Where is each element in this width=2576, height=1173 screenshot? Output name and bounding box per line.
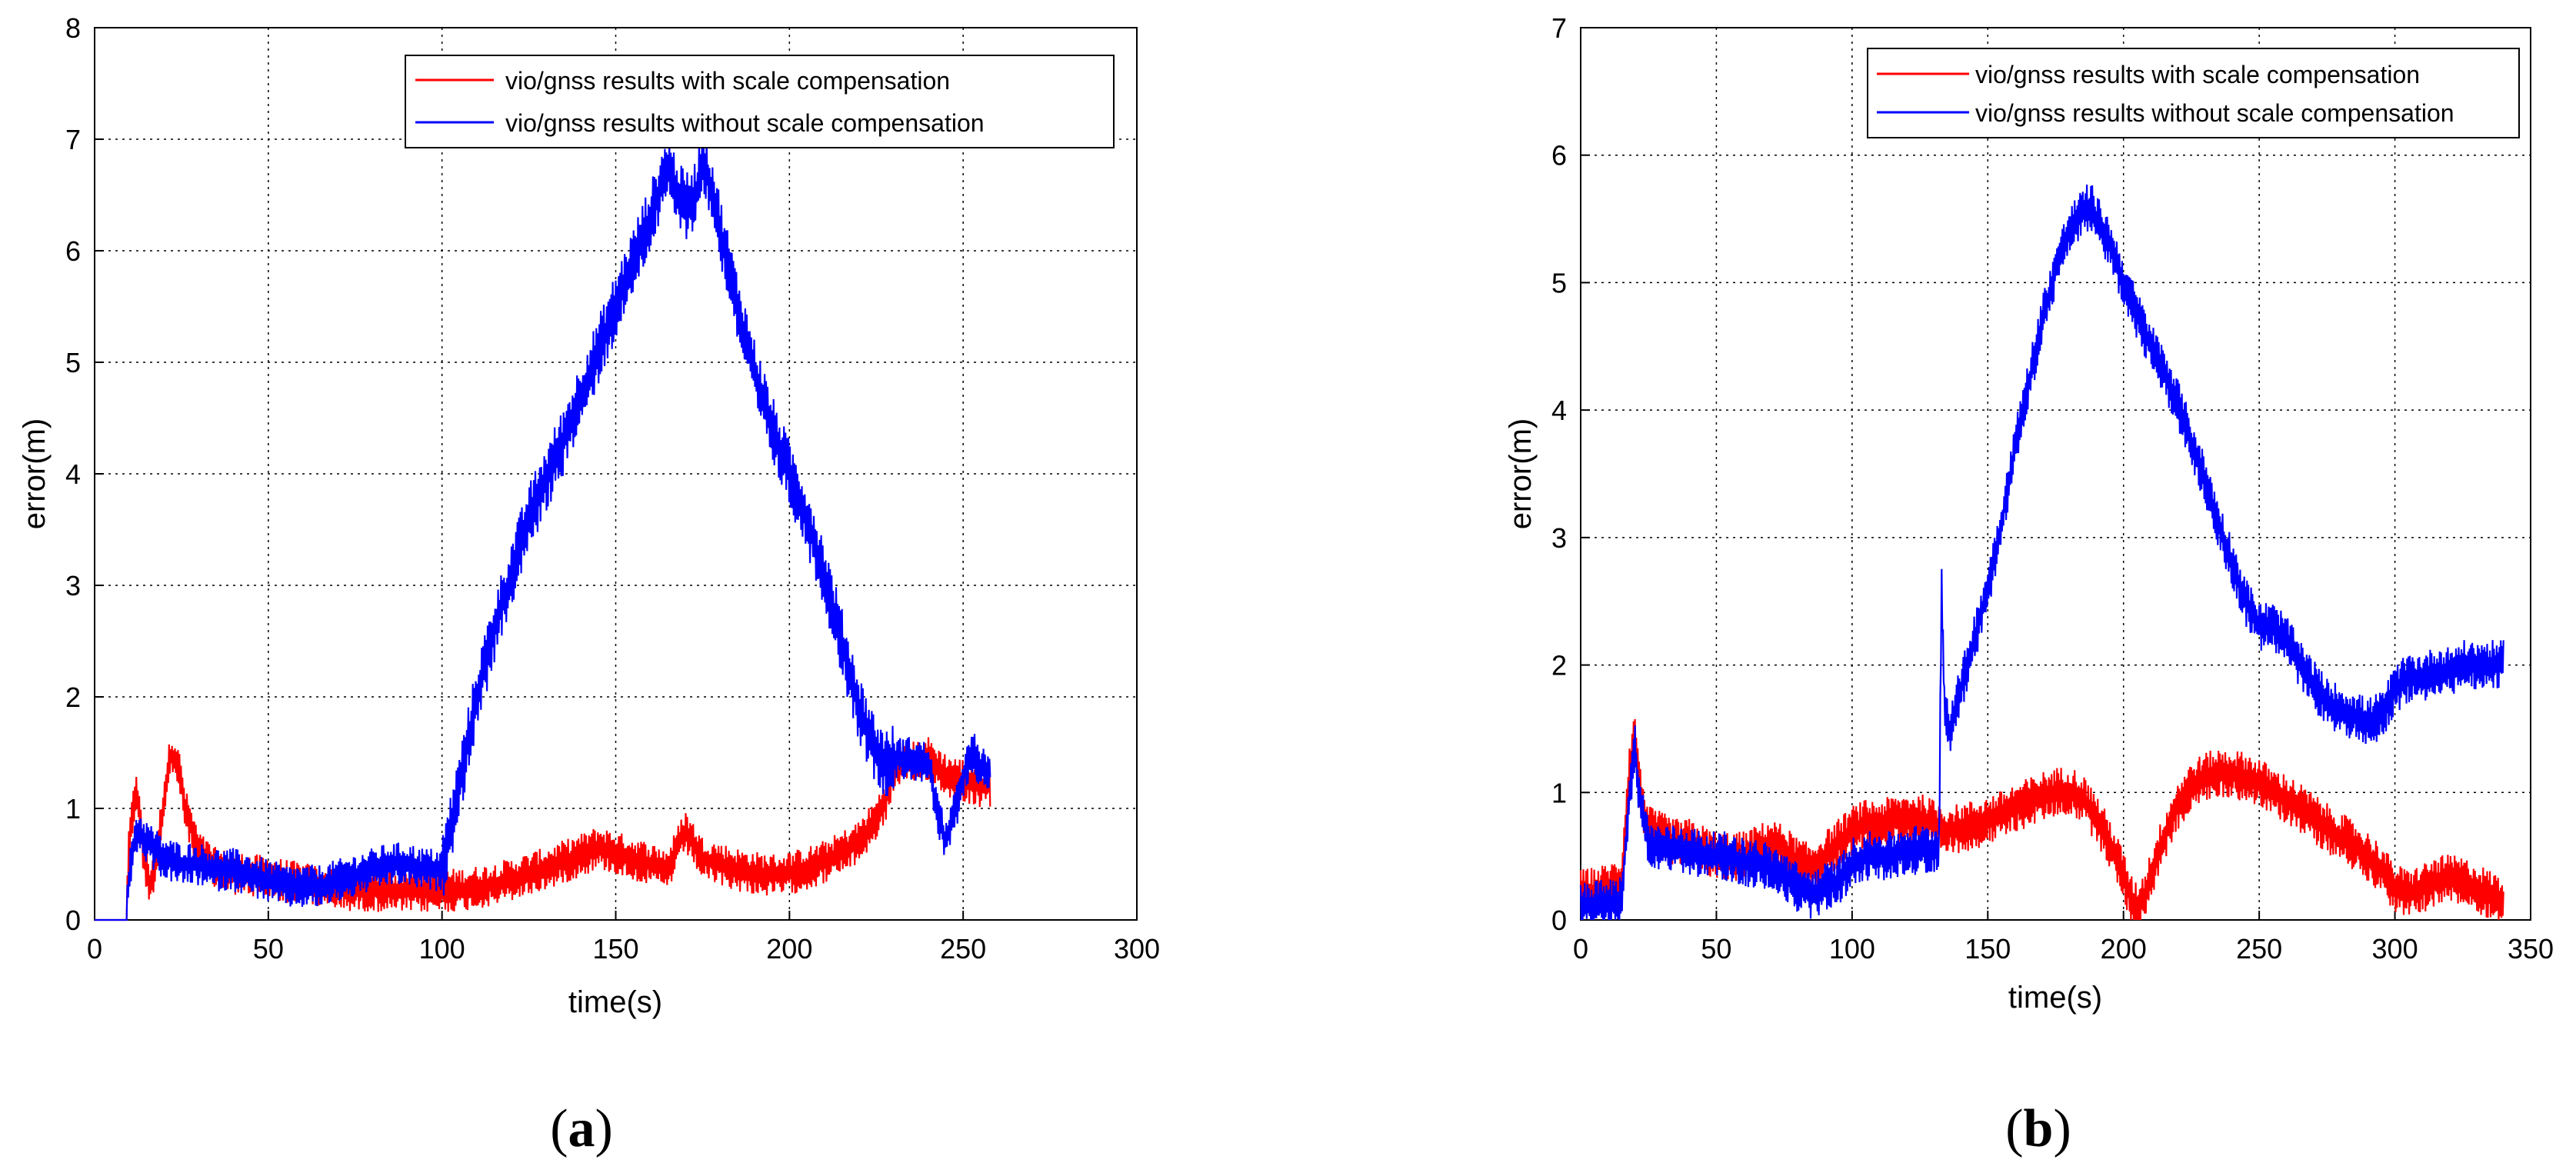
chart-b-series <box>1579 184 2504 921</box>
chart-b-ylabel: error(m) <box>1504 418 1538 529</box>
chart-a-series <box>95 136 991 921</box>
chart-a-ytick-label: 6 <box>65 235 81 267</box>
chart-b-xlabel: time(s) <box>2008 981 2102 1015</box>
chart-b-ytick-label: 3 <box>1551 522 1567 554</box>
chart-a-ytick-label: 0 <box>65 905 81 936</box>
chart-a-legend-box <box>405 55 1115 148</box>
chart-a-ticks: 0 50 100 150 200 250 300 0 1 2 3 4 5 6 7 8 <box>65 12 1160 965</box>
chart-b-legend-label-with: vio/gnss results with scale compensation <box>1975 61 2420 88</box>
chart-a-xlabel: time(s) <box>568 985 662 1019</box>
chart-b-xtick-label: 0 <box>1573 933 1588 965</box>
chart-b-caption-open: ( <box>2005 1099 2023 1158</box>
chart-b-xtick-label: 200 <box>2101 933 2147 965</box>
chart-b-xtick-label: 150 <box>1964 933 2011 965</box>
chart-a-caption-close: ) <box>595 1099 613 1158</box>
chart-b-ytick-label: 0 <box>1551 905 1567 936</box>
chart-b-xtick-label: 50 <box>1701 933 1731 965</box>
chart-a-ytick-label: 5 <box>65 347 81 378</box>
chart-b-xtick-label: 350 <box>2508 933 2554 965</box>
chart-a-series-without-scale-compensation <box>95 136 991 921</box>
chart-b-legend-box <box>1867 48 2520 138</box>
chart-b-ytick-label: 7 <box>1551 12 1567 44</box>
chart-b-legend-label-without: vio/gnss results without scale compensat… <box>1975 99 2454 127</box>
chart-b-ytick-label: 6 <box>1551 140 1567 172</box>
chart-a: 0 50 100 150 200 250 300 0 1 2 3 4 5 6 7 8 time(s) erro… <box>18 12 1160 1158</box>
chart-a-xtick-label: 250 <box>940 933 986 965</box>
chart-b-series-without-scale-compensation <box>1579 184 2504 921</box>
chart-b: 0 50 100 150 200 250 300 350 0 1 2 3 4 5 6 7 time(s) er… <box>1504 12 2554 1158</box>
chart-a-ytick-label: 1 <box>65 793 81 825</box>
chart-a-caption-letter: a <box>568 1099 595 1158</box>
chart-b-ytick-label: 1 <box>1551 777 1567 808</box>
chart-b-plot-area <box>1580 27 2531 921</box>
chart-a-xtick-label: 300 <box>1114 933 1160 965</box>
chart-a-ylabel: error(m) <box>18 418 52 529</box>
chart-b-xtick-label: 250 <box>2236 933 2282 965</box>
chart-a-ytick-label: 8 <box>65 12 81 44</box>
chart-a-xtick-label: 50 <box>253 933 284 965</box>
chart-a-legend-label-without: vio/gnss results without scale compensat… <box>505 109 985 137</box>
chart-a-ytick-label: 4 <box>65 458 81 490</box>
chart-a-legend: vio/gnss results with scale compensation… <box>405 55 1115 148</box>
chart-a-ytick-label: 2 <box>65 681 81 713</box>
chart-a-legend-label-with: vio/gnss results with scale compensation <box>505 67 950 95</box>
chart-a-xtick-label: 0 <box>87 933 102 965</box>
chart-b-ytick-label: 4 <box>1551 395 1567 426</box>
chart-a-caption: (a) <box>550 1099 613 1158</box>
chart-b-xtick-label: 100 <box>1829 933 1875 965</box>
chart-b-caption-close: ) <box>2053 1099 2071 1158</box>
chart-b-legend: vio/gnss results with scale compensation… <box>1867 48 2520 138</box>
chart-a-xtick-label: 100 <box>419 933 465 965</box>
chart-b-ytick-label: 5 <box>1551 267 1567 298</box>
chart-b-caption-letter: b <box>2024 1099 2054 1158</box>
chart-b-caption: (b) <box>2005 1099 2071 1158</box>
chart-b-xtick-label: 300 <box>2372 933 2418 965</box>
chart-a-xtick-label: 150 <box>592 933 638 965</box>
chart-a-ytick-label: 7 <box>65 124 81 155</box>
chart-b-ytick-label: 2 <box>1551 650 1567 681</box>
chart-a-caption-open: ( <box>550 1099 568 1158</box>
chart-a-xtick-label: 200 <box>766 933 812 965</box>
chart-a-ytick-label: 3 <box>65 570 81 601</box>
chart-b-ticks: 0 50 100 150 200 250 300 350 0 1 2 3 4 5 6 7 <box>1551 12 2554 965</box>
